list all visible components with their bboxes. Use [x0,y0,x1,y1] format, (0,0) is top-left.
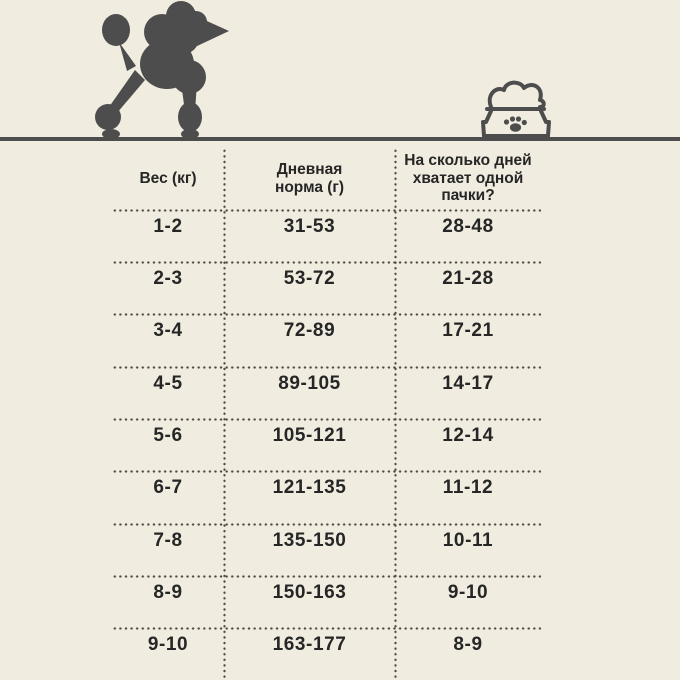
table-cell: 4-5 [153,372,183,394]
table-cell: 150-163 [272,581,347,603]
table-cell: 3-4 [153,320,183,342]
ground-line [0,137,680,141]
poodle-icon [95,1,229,139]
paw-print-icon [503,116,527,132]
row-divider [112,470,541,474]
column-header-daily-amount: Дневная норма (г) [274,160,345,196]
table-cell: 105-121 [272,424,347,446]
table-cell: 12-14 [442,424,494,446]
row-divider [112,313,541,317]
table-cell: 10-11 [442,529,494,551]
table-cell: 89-105 [278,372,341,394]
table-cell: 8-9 [153,581,183,603]
table-cell: 121-135 [272,477,347,499]
table-cell: 9-10 [447,581,489,603]
table-cell: 53-72 [283,267,336,289]
table-cell: 1-2 [153,215,183,237]
table-cell: 163-177 [272,634,347,656]
table-cell: 135-150 [272,529,347,551]
table-cell: 17-21 [442,320,494,342]
row-divider [112,574,541,578]
table-cell: 14-17 [442,372,494,394]
row-divider [112,365,541,369]
table-cell: 9-10 [147,634,189,656]
food-bowl-icon [481,80,551,138]
feeding-table: Вес (кг) Дневная норма (г) На сколько дн… [112,148,541,671]
table-cell: 11-12 [442,477,494,499]
row-divider [112,260,541,264]
row-divider [112,627,541,631]
table-cell: 72-89 [283,320,336,342]
table-cell: 2-3 [153,267,183,289]
table-cell: 28-48 [442,215,494,237]
table-cell: 5-6 [153,424,183,446]
row-divider [112,208,541,212]
table-cell: 8-9 [453,634,483,656]
row-divider [112,522,541,526]
column-header-weight: Вес (кг) [139,169,197,187]
table-cell: 7-8 [153,529,183,551]
column-divider [223,148,226,680]
table-cell: 6-7 [153,477,183,499]
column-divider [394,148,397,680]
table-cell: 21-28 [442,267,494,289]
table-cell: 31-53 [283,215,336,237]
row-divider [112,417,541,421]
column-header-pack-duration: На сколько дней хватает одной пачки? [404,151,532,205]
